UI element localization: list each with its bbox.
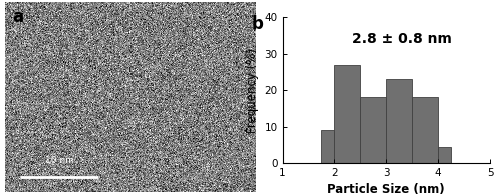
Bar bbox=[386, 79, 412, 163]
Bar bbox=[412, 97, 438, 163]
Text: a: a bbox=[12, 8, 24, 26]
Bar bbox=[334, 65, 360, 163]
Text: 2.8 ± 0.8 nm: 2.8 ± 0.8 nm bbox=[352, 32, 452, 46]
Text: b: b bbox=[252, 15, 263, 33]
Y-axis label: Frequency (%): Frequency (%) bbox=[246, 48, 259, 133]
Text: 10 nm: 10 nm bbox=[44, 156, 74, 165]
Bar bbox=[438, 147, 451, 163]
Bar bbox=[360, 97, 386, 163]
X-axis label: Particle Size (nm): Particle Size (nm) bbox=[328, 183, 445, 194]
Bar bbox=[322, 130, 334, 163]
